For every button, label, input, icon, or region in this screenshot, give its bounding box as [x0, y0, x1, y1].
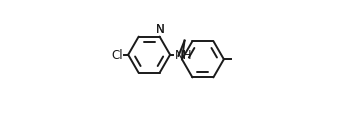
Text: N: N — [156, 23, 164, 36]
Text: NH: NH — [175, 49, 193, 62]
Text: N: N — [156, 23, 164, 36]
Text: Cl: Cl — [111, 49, 123, 62]
